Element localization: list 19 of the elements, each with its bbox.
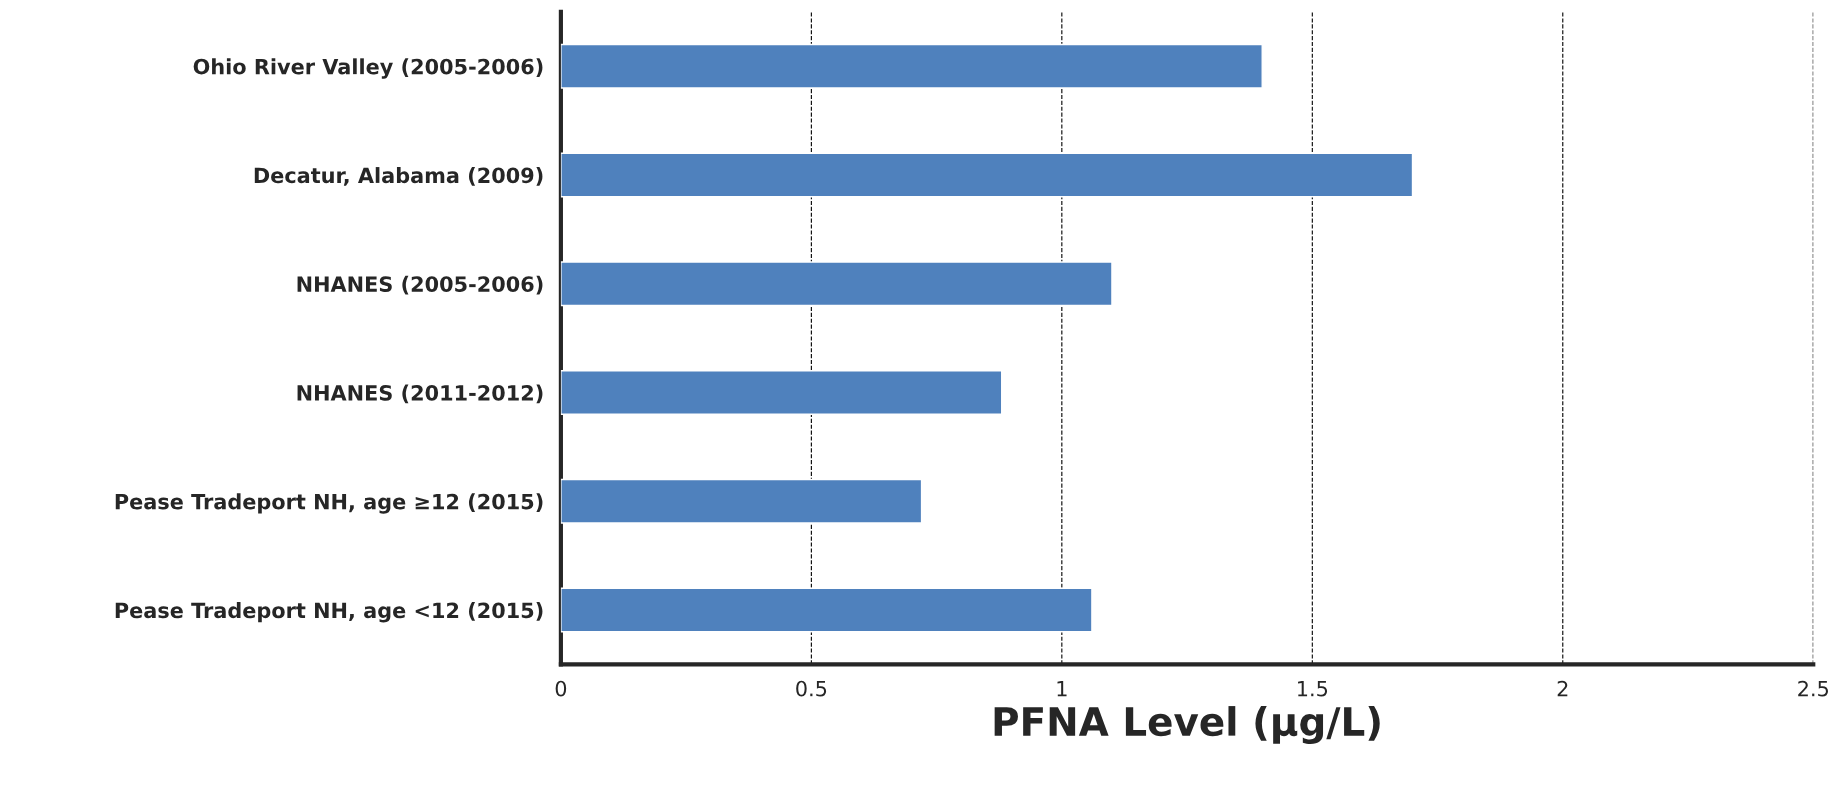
y-tick-label: Ohio River Valley (2005-2006) xyxy=(193,58,543,79)
x-tick-label: 1 xyxy=(1057,681,1067,697)
x-tick-label: 0 xyxy=(555,680,567,697)
x-axis-title: PFNA Level (µg/L) xyxy=(994,706,1380,745)
y-tick-label: Pease Tradeport NH, age ≥12 (2015) xyxy=(115,493,543,514)
y-tick-label: NHANES (2005-2006) xyxy=(297,275,543,295)
x-tick-label: 0.5 xyxy=(796,680,827,697)
bar xyxy=(560,587,1093,633)
y-tick-label: Pease Tradeport NH, age <12 (2015) xyxy=(115,602,543,623)
x-tick-label: 2 xyxy=(1557,680,1568,697)
bar xyxy=(560,152,1414,198)
y-tick-label: Decatur, Alabama (2009) xyxy=(254,167,543,186)
bar xyxy=(560,370,1003,415)
x-tick-label: 2.5 xyxy=(1798,680,1828,697)
bar xyxy=(560,261,1113,307)
x-tick-label: 1.5 xyxy=(1298,681,1328,697)
bar xyxy=(560,43,1263,89)
bar xyxy=(560,478,923,524)
y-tick-label: NHANES (2011-2012) xyxy=(297,384,543,404)
